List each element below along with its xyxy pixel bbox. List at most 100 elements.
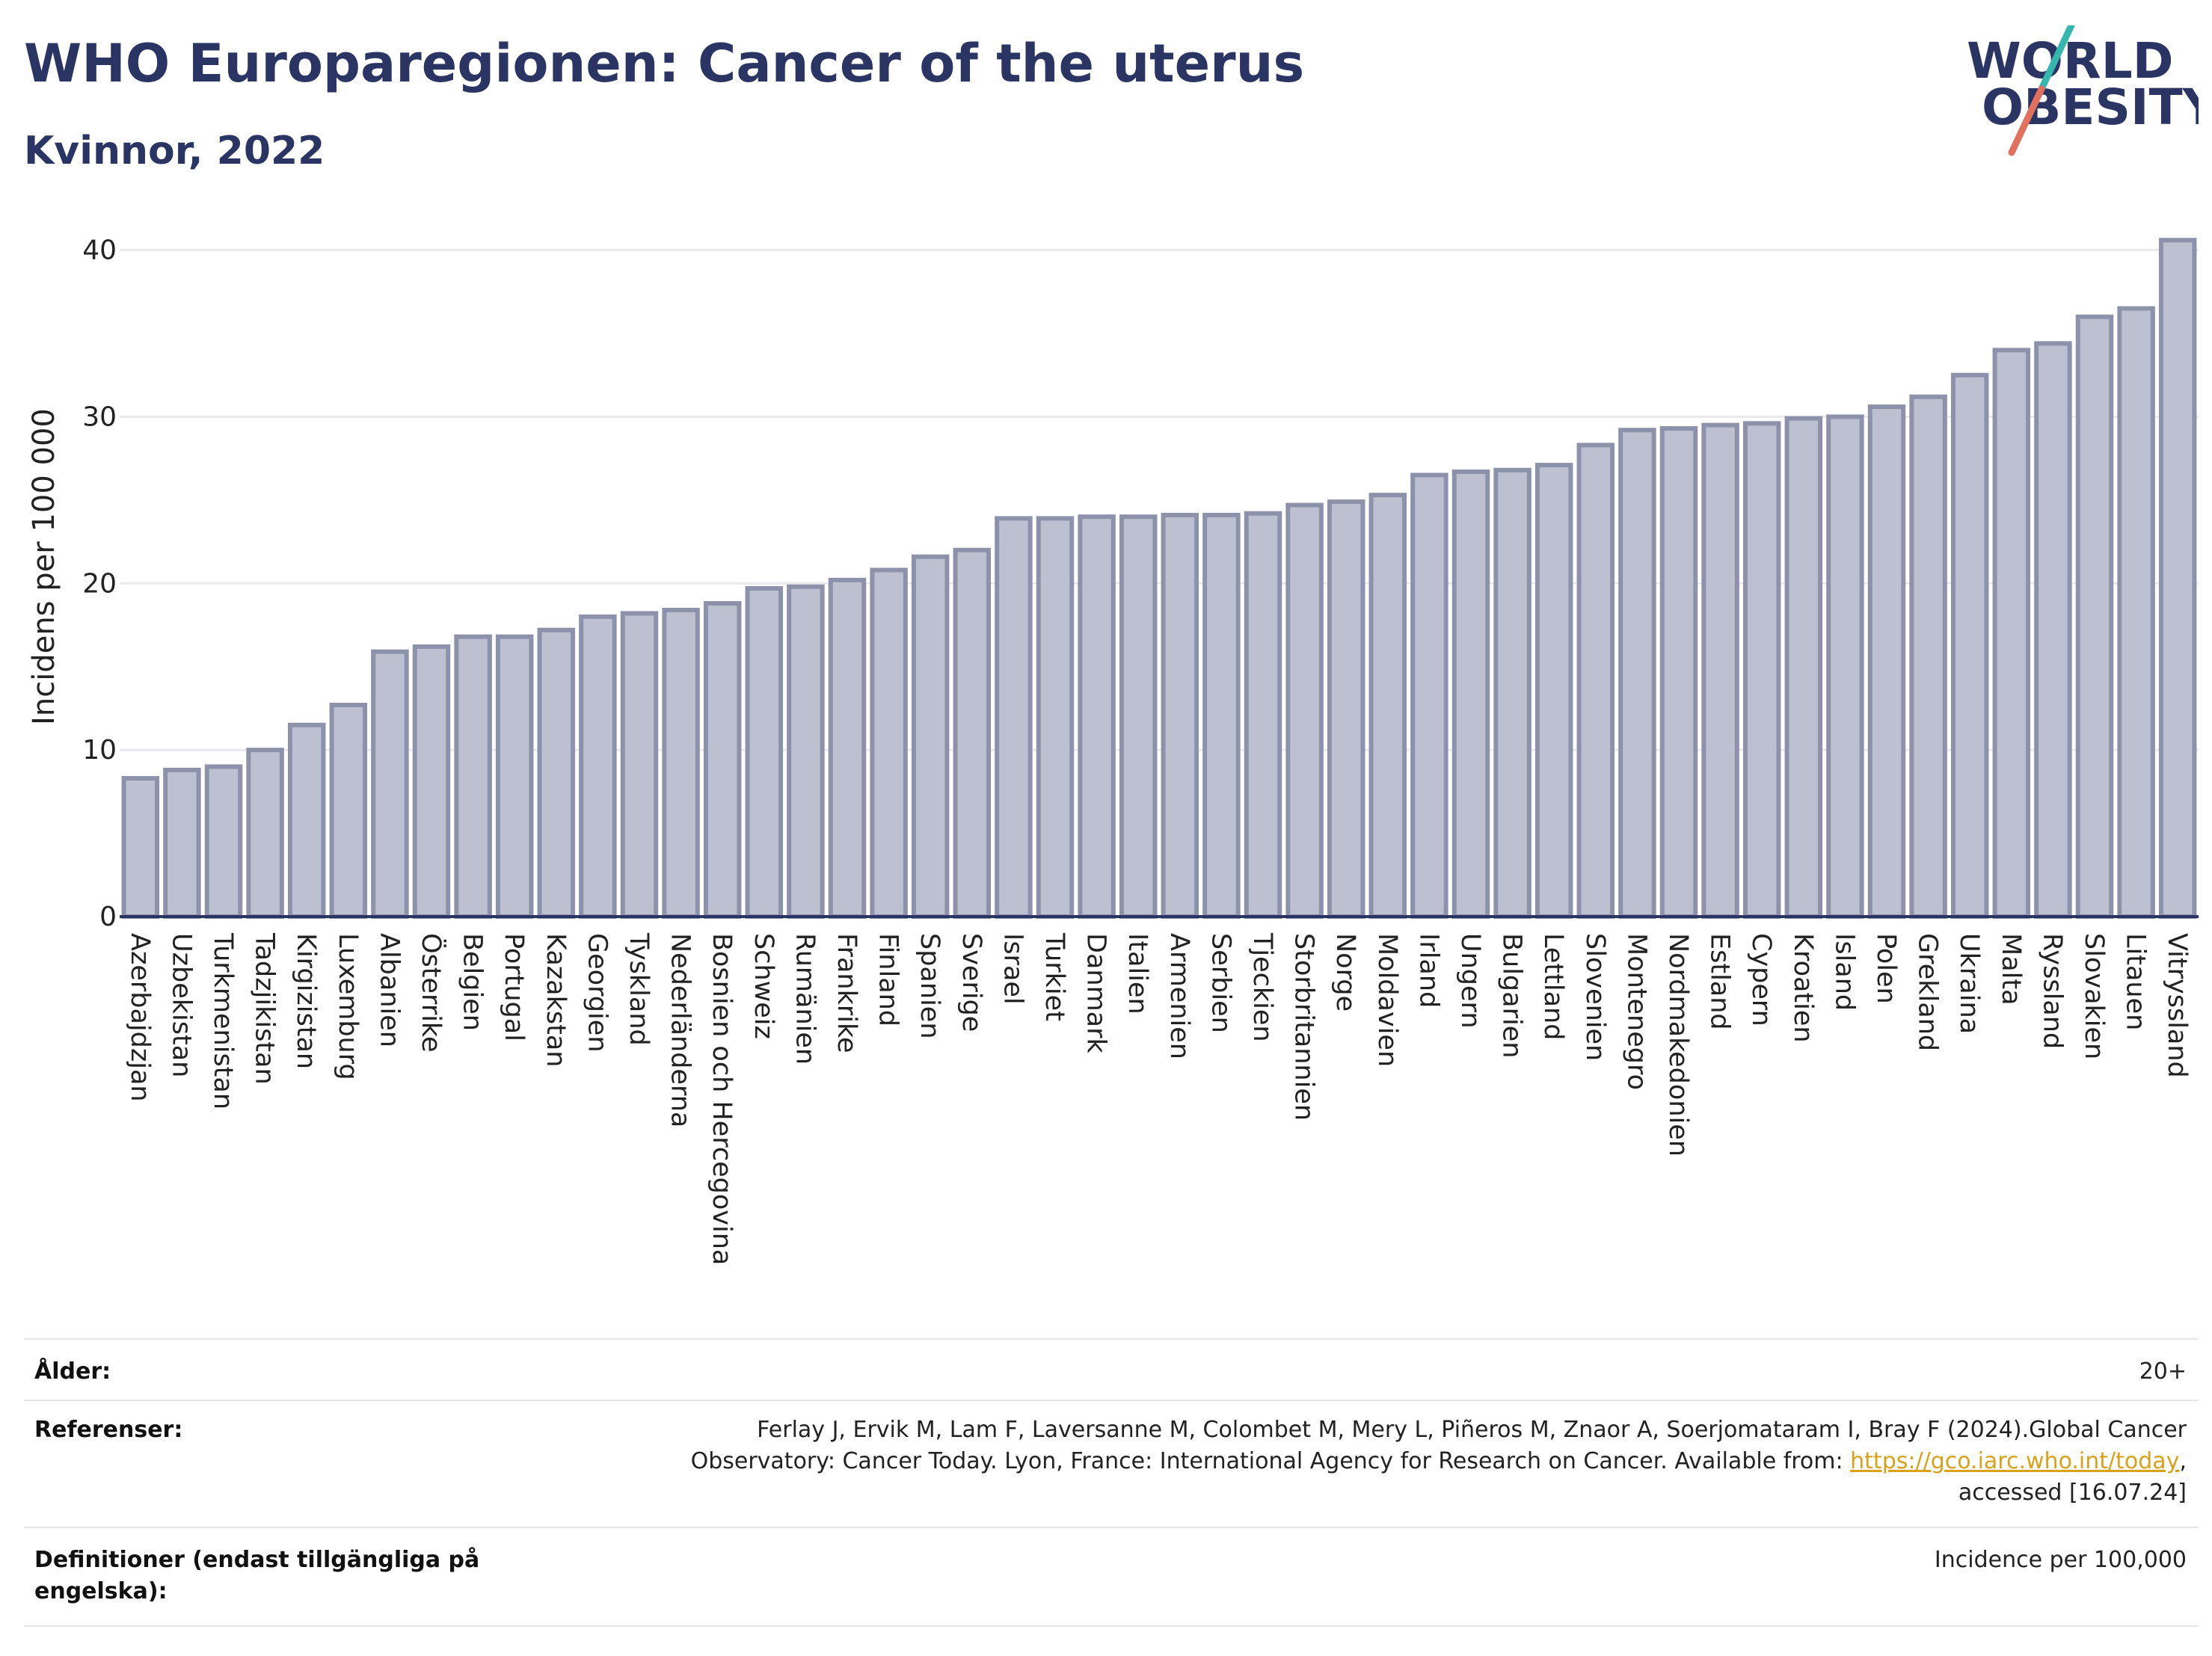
bar [1493, 467, 1531, 919]
x-tick-label: Turkmenistan [208, 932, 238, 1109]
bar [1909, 394, 1947, 919]
logo-slash-coral [2008, 85, 2045, 156]
x-tick-label: Danmark [1081, 933, 1111, 1054]
x-tick-label: Litauen [2121, 933, 2151, 1030]
x-tick-label: Rumänien [790, 933, 820, 1065]
bar [412, 644, 451, 919]
bar [703, 601, 742, 919]
world-obesity-logo: WORLD OBESITY [1967, 25, 2199, 156]
x-tick-label: Azerbajdzjan [125, 933, 155, 1102]
references-line-2-end: , [2179, 1448, 2187, 1474]
references-value: Ferlay J, Ervik M, Lam F, Laversanne M, … [541, 1415, 2187, 1509]
x-tick-label: Tyskland [624, 932, 654, 1046]
metadata-table: Ålder: 20+ Referenser: Ferlay J, Ervik M… [24, 1338, 2199, 1652]
bar [1078, 514, 1116, 919]
bar [662, 607, 700, 919]
bar [1784, 416, 1823, 919]
definitions-value: Incidence per 100,000 [1934, 1547, 2187, 1573]
references-label: Referenser: [34, 1417, 183, 1443]
age-value: 20+ [2139, 1358, 2187, 1385]
chart-title: WHO Europaregionen: Cancer of the uterus [24, 33, 1305, 94]
bar [1451, 469, 1490, 919]
x-tick-label: Bosnien och Hercegovina [707, 933, 737, 1265]
bar [1285, 502, 1324, 919]
x-tick-label: Uzbekistan [166, 933, 196, 1077]
y-tick-label: 20 [82, 568, 117, 599]
x-tick-label: Slovakien [2079, 933, 2109, 1059]
references-line-3: accessed [16.07.24] [1958, 1480, 2187, 1506]
x-tick-label: Island [1829, 933, 1859, 1011]
x-tick-label: Kroatien [1788, 933, 1818, 1043]
x-tick-label: Georgien [582, 933, 612, 1053]
x-tick-label: Norge [1330, 933, 1360, 1012]
meta-row-references: Referenser: Ferlay J, Ervik M, Lam F, La… [24, 1400, 2199, 1521]
bar [787, 584, 825, 919]
meta-row-age: Ålder: 20+ [24, 1338, 2199, 1401]
bar [1867, 404, 1906, 919]
definitions-label: Definitioner (endast tillgängliga på eng… [34, 1545, 479, 1607]
bar [2075, 314, 2114, 919]
x-tick-label: Ungern [1455, 933, 1485, 1029]
references-line-1: Ferlay J, Ervik M, Lam F, Laversanne M, … [757, 1417, 2187, 1443]
definitions-label-line-1: Definitioner (endast tillgängliga på [34, 1547, 480, 1573]
x-tick-label: Armenien [1164, 933, 1194, 1059]
x-tick-label: Schweiz [749, 933, 778, 1039]
logo-slash-teal [2038, 25, 2075, 93]
meta-row-definitions: Definitioner (endast tillgängliga på eng… [24, 1527, 2199, 1627]
x-tick-label: Tjeckien [1247, 932, 1277, 1042]
y-tick-label: 40 [82, 236, 117, 266]
bar [1368, 493, 1407, 919]
bar [1410, 473, 1448, 919]
bar [1950, 372, 1989, 919]
bar [1327, 499, 1365, 919]
x-tick-label: Malta [1996, 933, 2026, 1006]
bar [2158, 238, 2197, 919]
bar [745, 585, 784, 919]
x-tick-label: Grekland [1913, 933, 1943, 1051]
bar [121, 776, 160, 919]
bar [1618, 428, 1656, 919]
x-tick-label: Montenegro [1621, 933, 1651, 1090]
bar [579, 614, 617, 919]
bar [371, 649, 409, 920]
x-tick-label: Storbritannien [1289, 933, 1319, 1121]
bar-chart: 0 10 20 30 40 Incidens per 100 000 Azerbajdzja… [27, 236, 2199, 1266]
x-tick-label: Bulgarien [1497, 933, 1527, 1058]
x-tick-label: Frankrike [832, 933, 861, 1053]
x-tick-label: Vitryssland [2162, 933, 2192, 1078]
references-link[interactable]: https://gco.iarc.who.int/today [1850, 1448, 2180, 1474]
y-tick-label: 10 [82, 735, 117, 766]
y-tick-label: 30 [82, 401, 117, 432]
y-tick-label: 0 [99, 902, 117, 932]
bar [1119, 514, 1158, 919]
bar [1742, 421, 1781, 919]
x-tick-label: Spanien [915, 933, 944, 1039]
label-layer: 0 10 20 30 40 Incidens per 100 000 Azerbajdzja… [27, 236, 2192, 1266]
x-tick-label: Slovenien [1580, 933, 1610, 1061]
x-tick-label: Kazakstan [541, 933, 571, 1067]
chart-subtitle: Kvinnor, 2022 [24, 129, 325, 173]
bar [1202, 512, 1241, 919]
x-tick-label: Italien [1122, 933, 1152, 1015]
x-tick-label: Cypern [1746, 933, 1776, 1026]
logo-text-obesity: OBESITY [1982, 79, 2199, 136]
bar [287, 722, 326, 919]
bar [911, 554, 950, 920]
bar [1659, 426, 1698, 919]
bar [329, 702, 368, 919]
bar [537, 627, 576, 920]
bar [246, 748, 284, 920]
x-tick-label: Nordmakedonien [1663, 933, 1693, 1157]
y-axis-label: Incidens per 100 000 [27, 408, 61, 725]
x-tick-label: Israel [998, 933, 1027, 1005]
x-tick-label: Sverige [956, 933, 986, 1032]
x-tick-label: Portugal [499, 933, 529, 1041]
bar [870, 567, 908, 919]
age-label: Ålder: [34, 1358, 111, 1385]
logo-text-world: WORLD [1967, 32, 2174, 90]
references-line-2: Observatory: Cancer Today. Lyon, France:… [541, 1446, 2187, 1477]
definitions-label-line-2: engelska): [34, 1578, 168, 1604]
bar [163, 767, 201, 920]
x-tick-label: Österrike [416, 933, 447, 1052]
bar [454, 634, 492, 919]
